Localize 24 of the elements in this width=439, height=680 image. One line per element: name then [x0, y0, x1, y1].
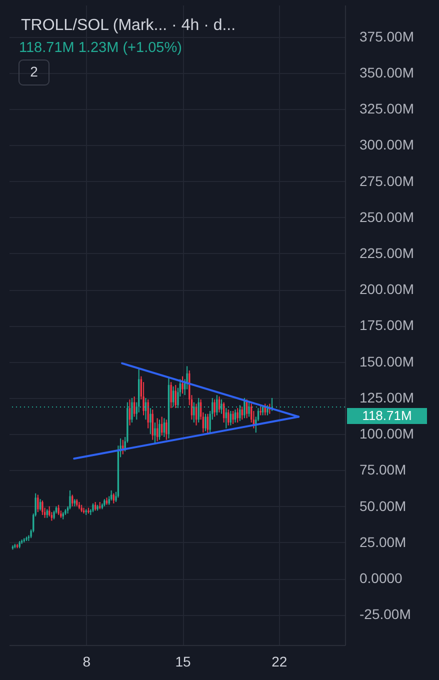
y-tick-label: 75.00M: [360, 462, 406, 478]
y-tick-label: -25.00M: [360, 606, 411, 622]
y-tick-label: 175.00M: [360, 317, 414, 334]
y-tick-label: 100.00M: [360, 426, 414, 442]
x-tick-label: 8: [82, 654, 91, 670]
x-tick-label: 22: [272, 654, 288, 670]
text: TROLL/SOL (Mark... · 4h · d...: [21, 17, 236, 34]
y-tick-label: 300.00M: [360, 136, 414, 153]
y-tick-label: 200.00M: [360, 281, 414, 298]
y-tick-label: 225.00M: [360, 244, 414, 261]
y-tick-label: 25.00M: [360, 534, 406, 550]
y-tick-label: 325.00M: [360, 100, 414, 117]
text: 118.71M 1.23M (+1.05%): [19, 40, 182, 56]
y-tick-label: 0.0000: [360, 570, 403, 586]
y-tick-label: 375.00M: [360, 28, 414, 44]
y-tick-label: 275.00M: [360, 172, 414, 189]
ref-line-label: 118.71M: [362, 408, 412, 424]
y-tick-label: 125.00M: [360, 389, 414, 406]
y-tick-label: 350.00M: [360, 64, 414, 80]
y-tick-label: 150.00M: [360, 353, 414, 370]
y-tick-label: 250.00M: [360, 208, 414, 225]
x-tick-label: 15: [175, 654, 192, 670]
annotation: 2: [30, 64, 38, 80]
y-tick-label: 50.00M: [360, 498, 406, 514]
